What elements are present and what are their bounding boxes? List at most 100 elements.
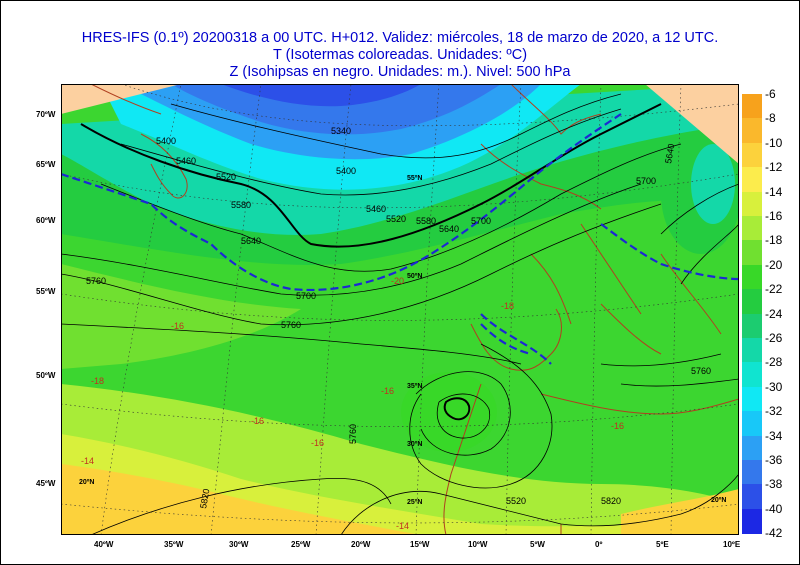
- colorbar-label: -12: [765, 160, 783, 175]
- graticule: [61, 84, 739, 535]
- isohypse-label: 5400: [156, 136, 176, 146]
- colorbar-swatch: [742, 386, 762, 412]
- isohypse-labels: 5340 5400 5460 5520 5580 5640 5700 5760 …: [86, 126, 711, 509]
- colorbar-swatch: [742, 118, 762, 144]
- grid-label: 30ºN: [407, 441, 422, 448]
- colorbar-label: -40: [765, 501, 783, 516]
- isotherm-label: -14: [396, 521, 409, 531]
- colorbar-swatch: [742, 484, 762, 510]
- isotherm-label: -16: [171, 321, 184, 331]
- isohypse-label: 5820: [198, 488, 211, 509]
- colorbar-label: -42: [765, 526, 783, 541]
- lat-label: 65ºW: [36, 160, 56, 169]
- isohypse-label: 5580: [231, 200, 251, 210]
- lat-label: 45ºW: [36, 479, 56, 488]
- isohypse-label: 5520: [216, 172, 236, 182]
- colorbar-swatch: [742, 411, 762, 437]
- isotherm-label: -14: [81, 456, 94, 466]
- isohypse-label: 5580: [416, 216, 436, 226]
- temperature-band-hot-south: [61, 464, 421, 535]
- colorbar-swatch: [742, 289, 762, 315]
- colorbar-label: -6: [765, 87, 776, 101]
- isohypse-label: 5460: [176, 156, 196, 166]
- isohypse-label: 5640: [241, 236, 261, 246]
- colorbar-label: -36: [765, 453, 783, 467]
- lon-label: 5ºW: [530, 540, 545, 549]
- isohypse-label: 5340: [331, 126, 351, 136]
- temperature-cold-pool-east-core: [691, 144, 735, 224]
- isotherm-label: -16: [251, 416, 264, 426]
- colorbar-swatch: [742, 142, 762, 168]
- grid-label: 20ºN: [79, 479, 94, 486]
- colorbar-swatch: [742, 362, 762, 388]
- colorbar-swatch: [742, 460, 762, 485]
- isohypse-label: 5460: [366, 204, 386, 214]
- map-corner-nw: [61, 84, 181, 114]
- title-line-3: Z (Isohipsas en negro. Unidades: m.). Ni…: [229, 64, 571, 80]
- lon-label: 0º: [595, 540, 603, 549]
- colorbar-swatch: [742, 338, 762, 363]
- isohypse-label: 5700: [296, 291, 316, 301]
- lat-label: 55ºW: [36, 287, 56, 296]
- weather-map: 5340 5400 5460 5520 5580 5640 5700 5760 …: [61, 84, 739, 535]
- colorbar-label: -24: [765, 306, 783, 321]
- isohypse-label: 5520: [386, 214, 406, 224]
- lon-label: 10ºW: [468, 540, 488, 549]
- isohypse-label: 5760: [348, 424, 358, 444]
- map-corner-ne: [645, 84, 739, 164]
- colorbar-label: -28: [765, 355, 783, 370]
- colorbar-swatch: [742, 240, 762, 266]
- isotherm-label: -20: [391, 276, 404, 286]
- colorbar-label: -34: [765, 428, 783, 443]
- title-line-2: T (Isotermas coloreadas. Unidades: ºC): [272, 47, 528, 63]
- grid-label: 25ºN: [407, 499, 422, 506]
- colorbar-swatch: [742, 508, 762, 534]
- cutoff-low-cold-region: [401, 372, 497, 452]
- lon-label: 5ºE: [656, 540, 669, 549]
- colorbar-label: -38: [765, 477, 783, 492]
- lon-label: 10ºE: [723, 540, 741, 549]
- isotherm-label: -18: [91, 376, 104, 386]
- colorbar-label: -26: [765, 331, 783, 345]
- grid-label: 55ºN: [407, 175, 422, 182]
- colorbar-label: -30: [765, 379, 783, 394]
- lat-label: 70ºW: [36, 110, 56, 119]
- colorbar-swatch: [742, 264, 762, 290]
- colorbar-label: -14: [765, 184, 783, 199]
- lon-label: 30ºW: [229, 540, 249, 549]
- colorbar-label: -22: [765, 282, 783, 297]
- isohypse-label: 5760: [691, 366, 711, 376]
- colorbar-swatch: [742, 216, 762, 241]
- isohypse-label: 5640: [439, 224, 459, 234]
- grid-label: 50ºN: [407, 273, 422, 280]
- grid-label: 20ºN: [711, 497, 726, 504]
- lon-label: 25ºW: [291, 540, 311, 549]
- colorbar-label: -16: [765, 209, 783, 223]
- lon-label: 15ºW: [410, 540, 430, 549]
- colorbar-label: -8: [765, 111, 776, 126]
- isohypse-label: 5520: [506, 496, 526, 506]
- isotherm-minus-30: [61, 113, 739, 365]
- grid-label: 35ºN: [407, 383, 422, 390]
- colorbar-swatch: [742, 167, 762, 193]
- lat-label: 60ºW: [36, 216, 56, 225]
- temperature-band-cold-3: [171, 84, 501, 135]
- isohypses: [61, 93, 739, 535]
- lon-label: 35ºW: [164, 540, 184, 549]
- title-line-1: HRES-IFS (0.1º) 20200318 a 00 UTC. H+012…: [81, 30, 719, 46]
- isotherm-label: -18: [501, 301, 514, 311]
- lon-label: 40ºW: [94, 540, 114, 549]
- colorbar-label: -10: [765, 135, 783, 150]
- colorbar-label: -18: [765, 233, 783, 248]
- colorbar-swatch: [742, 313, 762, 339]
- lat-label: 50ºW: [36, 371, 56, 380]
- lon-label: 20ºW: [351, 540, 371, 549]
- map-border: [61, 84, 739, 535]
- colorbar-swatch: [742, 94, 762, 119]
- isohypse-label: 5820: [601, 496, 621, 506]
- isotherm-labels: -16 -16 -16 -16 -16 -18 -20 -14 -18 -14: [81, 276, 624, 531]
- isohypse-label: 5760: [86, 276, 106, 286]
- isohypse-label: 5640: [663, 143, 676, 164]
- isohypse-label: 5700: [636, 176, 656, 186]
- temperature-band-cold-4: [221, 84, 421, 107]
